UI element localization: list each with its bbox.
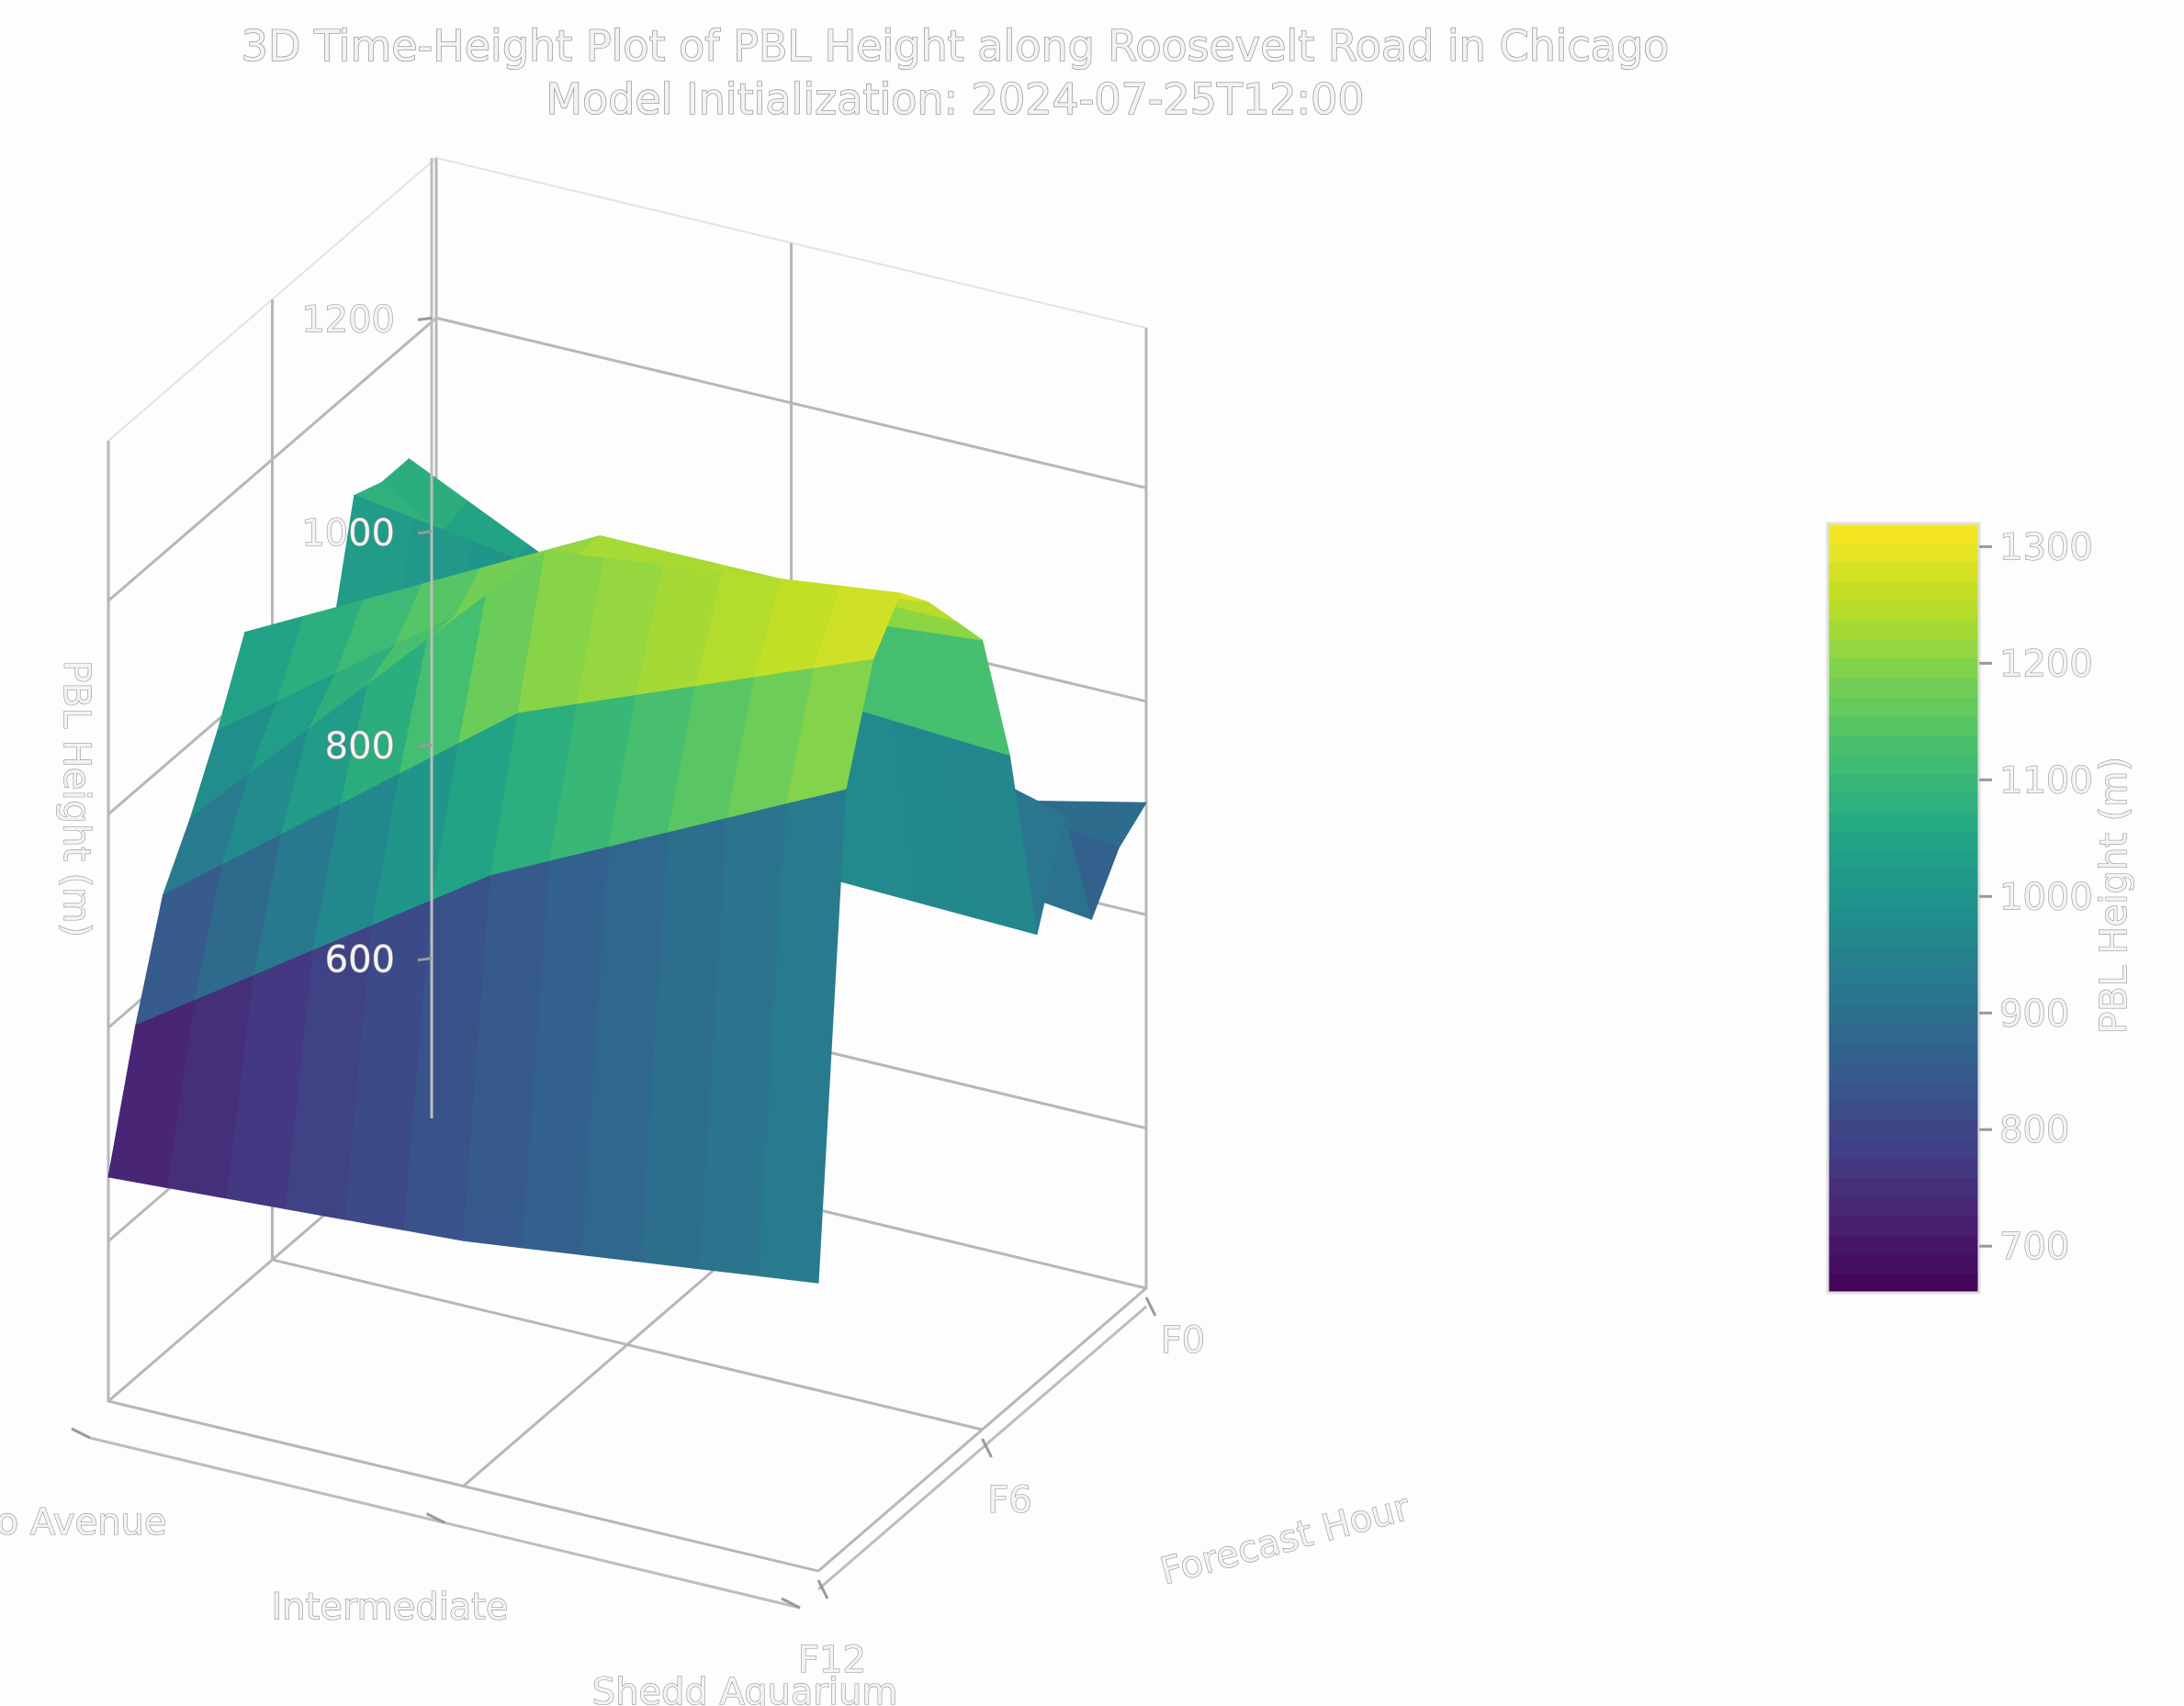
x-tick bbox=[1144, 1296, 1157, 1317]
colorbar-band bbox=[1828, 715, 1979, 736]
chart-title: 3D Time-Height Plot of PBL Height along … bbox=[242, 21, 1670, 71]
colorbar-band bbox=[1828, 792, 1979, 813]
colorbar-band bbox=[1828, 1100, 1979, 1121]
z-tick-label: 1000 bbox=[301, 512, 395, 555]
colorbar-band bbox=[1828, 580, 1979, 601]
x-tick bbox=[816, 1579, 829, 1599]
colorbar-band bbox=[1828, 965, 1979, 986]
y-tick bbox=[425, 1512, 446, 1524]
z-axis-label: PBL Height (m) bbox=[55, 660, 97, 937]
colorbar-band bbox=[1828, 831, 1979, 851]
surface-cell bbox=[759, 789, 847, 1284]
colorbar-band bbox=[1828, 1158, 1979, 1178]
colorbar-band bbox=[1828, 600, 1979, 621]
colorbar-band bbox=[1828, 619, 1979, 640]
colorbar-band bbox=[1828, 1216, 1979, 1236]
chart-subtitle: Model Initialization: 2024-07-25T12:00 bbox=[546, 74, 1364, 124]
colorbar-tick-label: 900 bbox=[1999, 993, 2069, 1035]
colorbar-band bbox=[1828, 1274, 1979, 1294]
colorbar-band bbox=[1828, 1254, 1979, 1274]
z-tick-label: 1200 bbox=[301, 298, 395, 341]
colorbar-band bbox=[1828, 773, 1979, 793]
x-tick bbox=[981, 1438, 993, 1458]
colorbar-band bbox=[1828, 561, 1979, 582]
colorbar-tick-label: 1000 bbox=[1999, 876, 2093, 918]
colorbar-band bbox=[1828, 889, 1979, 909]
colorbar-band bbox=[1828, 1023, 1979, 1044]
y-tick-label: Shedd Aquarium bbox=[592, 1671, 898, 1706]
colorbar-band bbox=[1828, 812, 1979, 832]
colorbar-band bbox=[1828, 1139, 1979, 1159]
colorbar-frame bbox=[1826, 522, 1981, 1295]
y-tick bbox=[71, 1427, 91, 1440]
colorbar-band bbox=[1828, 984, 1979, 1005]
x-axis-line bbox=[817, 1305, 1147, 1591]
z-tick bbox=[417, 316, 433, 321]
colorbar-band bbox=[1828, 1081, 1979, 1102]
colorbar-tick-label: 1300 bbox=[1999, 526, 2093, 568]
x-tick-label: F6 bbox=[987, 1479, 1031, 1521]
colorbar-band bbox=[1828, 1177, 1979, 1197]
colorbar-band bbox=[1828, 908, 1979, 928]
x-tick-label: F0 bbox=[1161, 1319, 1205, 1362]
z-tick bbox=[417, 743, 433, 748]
colorbar-label: PBL Height (m) bbox=[2093, 757, 2135, 1034]
z-tick-label: 800 bbox=[325, 725, 395, 768]
z-tick bbox=[417, 530, 433, 535]
colorbar-tick-label: 1200 bbox=[1999, 643, 2093, 685]
colorbar-band bbox=[1828, 523, 1979, 544]
surface bbox=[107, 457, 1147, 1284]
colorbar-band bbox=[1828, 1196, 1979, 1217]
colorbar-band bbox=[1828, 1061, 1979, 1083]
grid-line-location bbox=[817, 328, 1148, 1573]
x-axis-label: Forecast Hour bbox=[1156, 1487, 1414, 1594]
colorbar-band bbox=[1828, 850, 1979, 870]
colorbar-band bbox=[1828, 657, 1979, 679]
y-tick bbox=[781, 1597, 801, 1610]
grid-line-height bbox=[107, 316, 1147, 602]
z-tick-label: 600 bbox=[325, 939, 395, 982]
colorbar-band bbox=[1828, 1042, 1979, 1063]
colorbar-band bbox=[1828, 926, 1979, 948]
colorbar-band bbox=[1828, 946, 1979, 967]
colorbar-band bbox=[1828, 1119, 1979, 1139]
colorbar-tick-label: 700 bbox=[1999, 1226, 2069, 1268]
y-tick-label: Cicero Avenue bbox=[0, 1501, 167, 1543]
colorbar-band bbox=[1828, 1235, 1979, 1255]
colorbar-tick-label: 1100 bbox=[1999, 759, 2093, 802]
colorbar-band bbox=[1828, 735, 1979, 755]
x-tick-label: F12 bbox=[798, 1639, 866, 1681]
colorbar: 700 800 900 1000 1100 1200 1300 bbox=[1826, 522, 2093, 1295]
colorbar-band bbox=[1828, 542, 1979, 563]
colorbar-band bbox=[1828, 1004, 1979, 1025]
colorbar-band bbox=[1828, 696, 1979, 717]
y-tick-label: Intermediate bbox=[271, 1587, 508, 1629]
colorbar-band bbox=[1828, 638, 1979, 659]
colorbar-band bbox=[1828, 870, 1979, 890]
colorbar-tick-label: 800 bbox=[1999, 1109, 2069, 1151]
z-tick bbox=[417, 957, 433, 962]
colorbar-band bbox=[1828, 677, 1979, 698]
colorbar-band bbox=[1828, 754, 1979, 774]
